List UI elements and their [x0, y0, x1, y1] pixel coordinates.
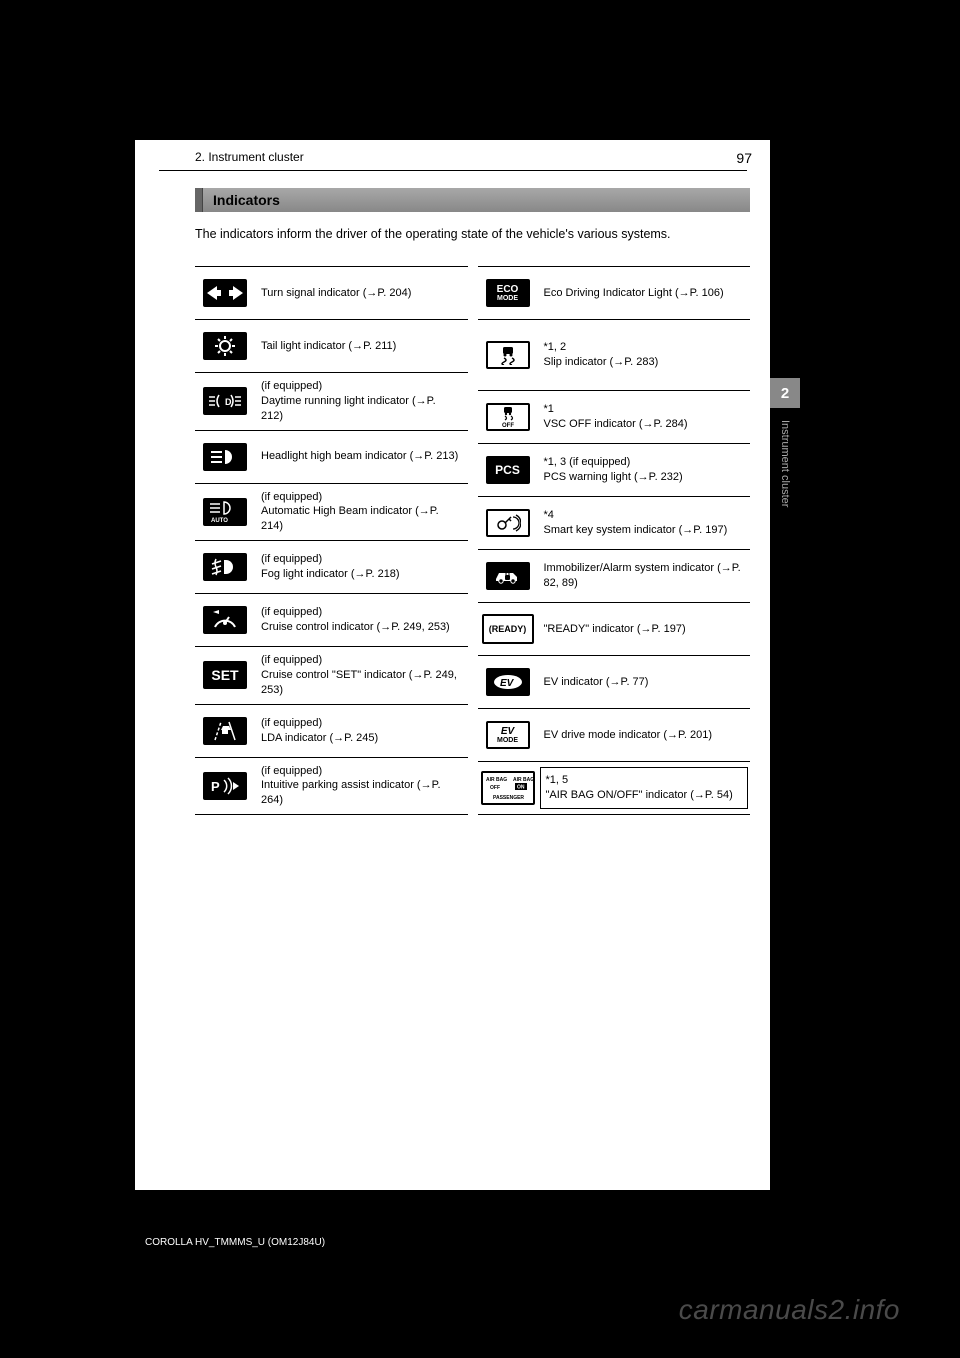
svg-text:PASSENGER: PASSENGER — [493, 795, 524, 801]
sonar-label: (if equipped) Intuitive parking assist i… — [255, 758, 468, 815]
smart-key-label: *4 Smart key system indicator (→P. 197) — [538, 502, 751, 544]
ev-indicator-icon: EV — [478, 656, 538, 708]
row-ready: (READY) "READY" indicator (→P. 197) — [478, 602, 751, 656]
watermark: carmanuals2.info — [679, 1294, 900, 1326]
vsc-off-icon: OFF — [478, 391, 538, 443]
cruise-icon — [195, 594, 255, 646]
section-accent — [195, 188, 203, 212]
row-airbag: AIR BAG AIR BAG OFF ON PASSENGER *1, 5 "AIR … — [478, 761, 751, 815]
row-vsc-off: OFF *1 VSC OFF indicator (→P. 284) — [478, 390, 751, 444]
tail-light-icon — [195, 320, 255, 372]
eco-mode-icon: ECOMODE — [478, 267, 538, 319]
row-drl: D (if equipped) Daytime running light in… — [195, 372, 468, 431]
ahb-icon: AUTO — [195, 486, 255, 538]
svg-text:P: P — [211, 779, 220, 794]
eco-label: Eco Driving Indicator Light (→P. 106) — [538, 280, 751, 307]
footer-print-code: COROLLA HV_TMMMS_U (OM12J84U) — [145, 1237, 325, 1248]
svg-text:D: D — [225, 397, 232, 407]
ev-mode-icon: EVMODE — [478, 709, 538, 761]
immobilizer-icon — [478, 550, 538, 602]
svg-text:EV: EV — [500, 678, 515, 689]
ev-mode-label: EV drive mode indicator (→P. 201) — [538, 722, 751, 749]
page-number: 97 — [736, 150, 752, 166]
high-beam-label: Headlight high beam indicator (→P. 213) — [255, 443, 468, 470]
ahb-label: (if equipped) Automatic High Beam indica… — [255, 484, 468, 541]
lda-label: (if equipped) LDA indicator (→P. 245) — [255, 710, 468, 752]
intro-text: The indicators inform the driver of the … — [195, 226, 750, 244]
ready-label: "READY" indicator (→P. 197) — [538, 616, 751, 643]
row-sonar: P (if equipped) Intuitive parking assist… — [195, 757, 468, 816]
airbag-icon: AIR BAG AIR BAG OFF ON PASSENGER — [478, 762, 538, 814]
chapter-tab: 2 — [770, 378, 800, 408]
fog-light-icon — [195, 541, 255, 593]
left-column: Turn signal indicator (→P. 204) Tail lig… — [195, 266, 468, 814]
slip-label: *1, 2 Slip indicator (→P. 283) — [538, 334, 751, 376]
sonar-icon: P — [195, 760, 255, 812]
pcs-label: *1, 3 (if equipped) PCS warning light (→… — [538, 449, 751, 491]
fog-label: (if equipped) Fog light indicator (→P. 2… — [255, 546, 468, 588]
ev-indicator-label: EV indicator (→P. 77) — [538, 669, 751, 696]
indicator-columns: Turn signal indicator (→P. 204) Tail lig… — [195, 266, 750, 814]
slip-icon — [478, 320, 538, 390]
turn-signal-icon — [195, 267, 255, 319]
row-cruise-set: SET (if equipped) Cruise control "SET" i… — [195, 646, 468, 705]
row-smart-key: *4 Smart key system indicator (→P. 197) — [478, 496, 751, 550]
row-ahb: AUTO (if equipped) Automatic High Beam i… — [195, 483, 468, 542]
turn-signal-label: Turn signal indicator (→P. 204) — [255, 280, 468, 307]
svg-text:AUTO: AUTO — [211, 518, 228, 523]
divider — [159, 170, 747, 171]
chapter-tab-label: Instrument cluster — [770, 420, 800, 600]
row-slip: *1, 2 Slip indicator (→P. 283) — [478, 319, 751, 391]
row-immobilizer: Immobilizer/Alarm system indicator (→P. … — [478, 549, 751, 603]
row-lda: (if equipped) LDA indicator (→P. 245) — [195, 704, 468, 758]
drl-label: (if equipped) Daytime running light indi… — [255, 373, 468, 430]
cruise-set-icon: SET — [195, 649, 255, 701]
row-pcs: PCS *1, 3 (if equipped) PCS warning ligh… — [478, 443, 751, 497]
drl-icon: D — [195, 375, 255, 427]
tail-light-label: Tail light indicator (→P. 211) — [255, 333, 468, 360]
section-path: 2. Instrument cluster — [195, 150, 304, 164]
row-high-beam: Headlight high beam indicator (→P. 213) — [195, 430, 468, 484]
svg-text:OFF: OFF — [490, 785, 500, 791]
lda-icon — [195, 705, 255, 757]
svg-text:ON: ON — [517, 785, 525, 791]
section-title: Indicators — [213, 192, 280, 208]
svg-text:AIR BAG: AIR BAG — [486, 777, 507, 783]
svg-text:OFF: OFF — [502, 423, 514, 428]
row-turn-signal: Turn signal indicator (→P. 204) — [195, 266, 468, 320]
vsc-off-label: *1 VSC OFF indicator (→P. 284) — [538, 396, 751, 438]
row-cruise: (if equipped) Cruise control indicator (… — [195, 593, 468, 647]
airbag-label: *1, 5 "AIR BAG ON/OFF" indicator (→P. 54… — [540, 767, 749, 809]
immobilizer-label: Immobilizer/Alarm system indicator (→P. … — [538, 555, 751, 597]
pcs-icon: PCS — [478, 444, 538, 496]
section-header: Indicators — [195, 188, 750, 212]
right-column: ECOMODE Eco Driving Indicator Light (→P.… — [478, 266, 751, 814]
cruise-set-label: (if equipped) Cruise control "SET" indic… — [255, 647, 468, 704]
row-fog: (if equipped) Fog light indicator (→P. 2… — [195, 540, 468, 594]
svg-text:AIR BAG: AIR BAG — [513, 777, 533, 783]
row-tail-light: Tail light indicator (→P. 211) — [195, 319, 468, 373]
row-ev-mode: EVMODE EV drive mode indicator (→P. 201) — [478, 708, 751, 762]
cruise-label: (if equipped) Cruise control indicator (… — [255, 599, 468, 641]
row-eco: ECOMODE Eco Driving Indicator Light (→P.… — [478, 266, 751, 320]
smart-key-icon — [478, 497, 538, 549]
row-ev-indicator: EV EV indicator (→P. 77) — [478, 655, 751, 709]
ready-icon: (READY) — [478, 603, 538, 655]
high-beam-icon — [195, 431, 255, 483]
